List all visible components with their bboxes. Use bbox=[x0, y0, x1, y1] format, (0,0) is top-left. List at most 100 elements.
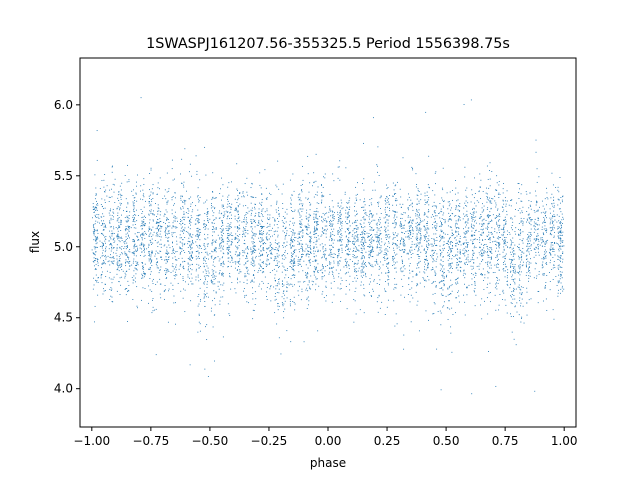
data-point bbox=[428, 235, 430, 237]
data-point bbox=[234, 215, 236, 217]
data-point bbox=[447, 288, 449, 290]
data-point bbox=[100, 216, 102, 218]
data-point bbox=[103, 179, 105, 181]
data-point bbox=[504, 218, 506, 220]
data-point bbox=[529, 253, 530, 255]
data-point bbox=[487, 227, 489, 228]
data-point bbox=[127, 280, 129, 282]
data-point bbox=[170, 282, 172, 284]
data-point bbox=[505, 237, 507, 238]
data-point bbox=[411, 287, 413, 289]
data-point bbox=[112, 218, 114, 220]
data-point bbox=[212, 210, 213, 212]
data-point bbox=[558, 274, 560, 276]
data-point bbox=[160, 283, 162, 285]
data-point bbox=[142, 243, 144, 245]
data-point bbox=[271, 253, 273, 255]
data-point bbox=[418, 262, 420, 264]
data-point bbox=[278, 281, 280, 283]
data-point bbox=[332, 242, 334, 244]
data-point bbox=[254, 241, 255, 243]
data-point bbox=[148, 252, 150, 254]
data-point bbox=[527, 214, 529, 216]
data-point bbox=[181, 248, 183, 250]
data-point bbox=[120, 220, 122, 222]
data-point bbox=[173, 226, 175, 228]
data-point bbox=[512, 298, 514, 300]
data-point bbox=[284, 250, 286, 252]
data-point bbox=[227, 196, 229, 198]
data-point bbox=[535, 240, 537, 242]
data-point bbox=[451, 229, 453, 231]
data-point bbox=[222, 184, 224, 186]
data-point bbox=[285, 257, 287, 259]
data-point bbox=[316, 239, 318, 241]
data-point bbox=[360, 244, 362, 245]
data-point bbox=[242, 236, 243, 238]
data-point bbox=[559, 208, 561, 210]
data-point bbox=[236, 188, 238, 190]
data-point bbox=[183, 184, 184, 186]
data-point bbox=[424, 214, 426, 215]
data-point bbox=[451, 262, 453, 264]
data-point bbox=[465, 232, 467, 234]
data-point bbox=[420, 193, 422, 195]
data-point bbox=[275, 265, 277, 266]
data-point bbox=[542, 211, 544, 213]
data-point bbox=[550, 230, 552, 232]
data-point bbox=[302, 249, 304, 251]
data-point bbox=[496, 182, 498, 184]
data-point bbox=[299, 199, 301, 200]
data-point bbox=[246, 268, 248, 270]
data-point bbox=[455, 180, 456, 181]
data-point bbox=[409, 263, 411, 264]
data-point bbox=[510, 265, 512, 267]
data-point bbox=[116, 236, 118, 238]
data-point bbox=[338, 248, 340, 250]
data-point bbox=[520, 193, 522, 195]
data-point bbox=[159, 233, 161, 235]
data-point bbox=[316, 278, 318, 280]
data-point bbox=[510, 270, 512, 272]
data-point bbox=[499, 216, 501, 218]
data-point bbox=[505, 223, 507, 225]
data-point bbox=[560, 221, 562, 223]
data-point bbox=[544, 252, 546, 254]
data-point bbox=[159, 243, 161, 245]
data-point bbox=[299, 197, 301, 199]
data-point bbox=[418, 202, 420, 204]
data-point bbox=[96, 242, 98, 244]
data-point bbox=[442, 167, 444, 169]
data-point bbox=[94, 239, 96, 241]
data-point bbox=[107, 261, 109, 263]
data-point bbox=[141, 244, 143, 246]
data-point bbox=[138, 239, 139, 240]
data-point bbox=[205, 225, 207, 226]
data-point bbox=[128, 179, 130, 181]
data-point bbox=[96, 159, 98, 161]
data-point bbox=[368, 216, 370, 218]
data-point bbox=[441, 271, 443, 273]
data-point bbox=[139, 247, 141, 249]
data-point bbox=[480, 216, 482, 218]
data-point bbox=[94, 246, 96, 248]
data-point bbox=[447, 244, 449, 246]
data-point bbox=[471, 278, 473, 280]
data-point bbox=[522, 224, 524, 226]
data-point bbox=[308, 191, 310, 193]
data-point bbox=[297, 261, 299, 262]
data-point bbox=[174, 220, 176, 222]
data-point bbox=[426, 202, 428, 204]
data-point bbox=[207, 219, 208, 221]
data-point bbox=[111, 245, 113, 247]
data-point bbox=[513, 287, 515, 289]
data-point bbox=[436, 348, 438, 350]
data-point bbox=[424, 192, 426, 194]
data-point bbox=[325, 266, 327, 268]
data-point bbox=[409, 250, 411, 252]
data-point bbox=[145, 217, 146, 218]
data-point bbox=[324, 177, 326, 179]
data-point bbox=[540, 239, 542, 241]
data-point bbox=[536, 201, 538, 203]
data-point bbox=[132, 262, 134, 264]
